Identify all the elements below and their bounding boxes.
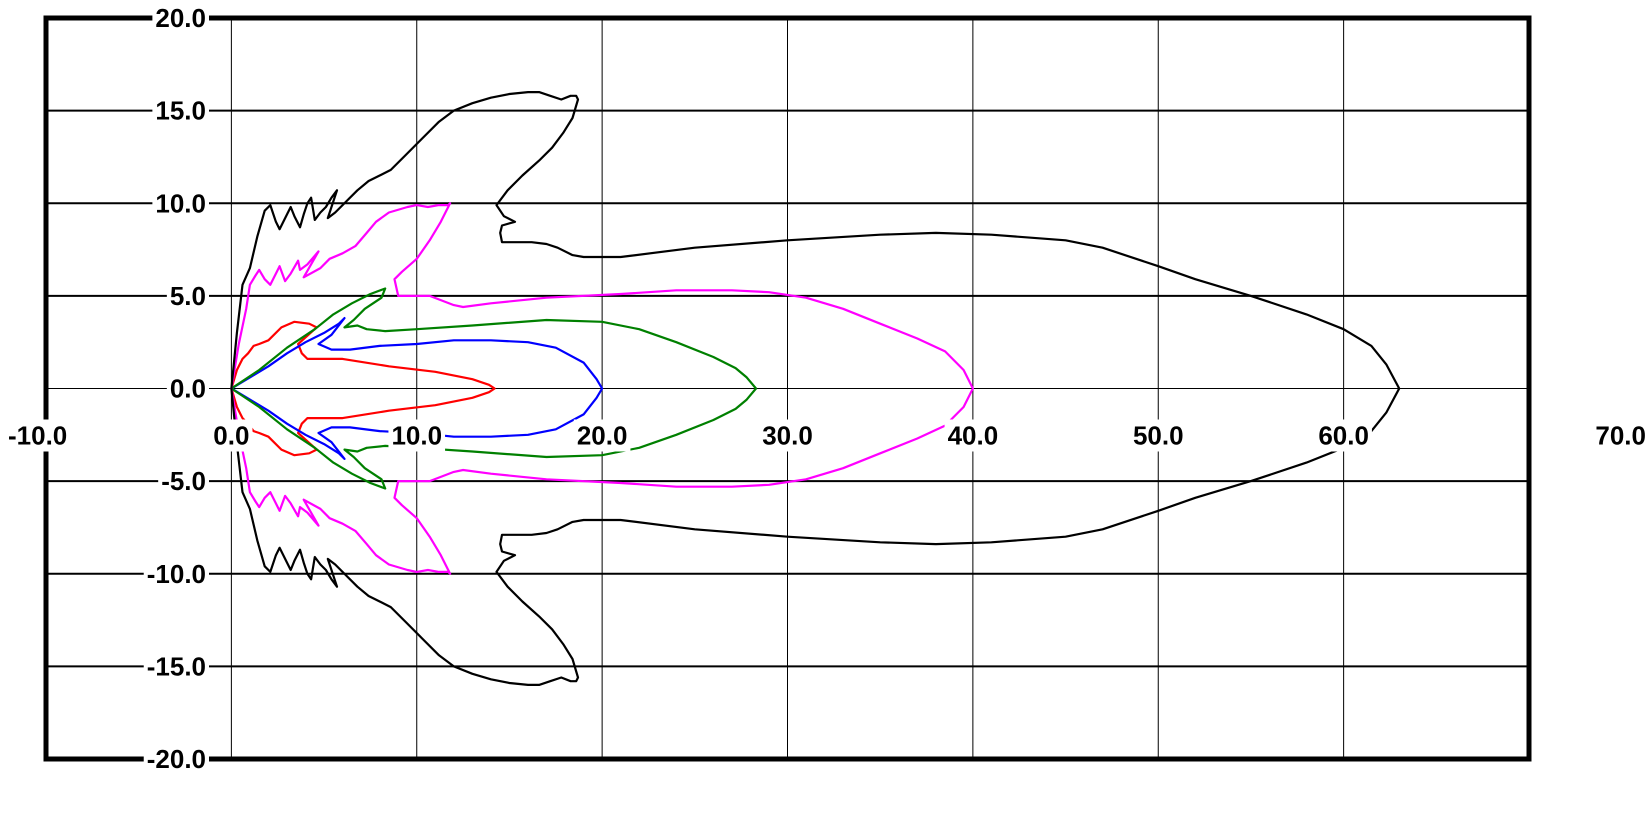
- x-tick-label-3: 20.0: [577, 421, 628, 451]
- y-tick-label-7: 15.0: [155, 96, 206, 126]
- x-tick-label-bg-5: [944, 419, 1002, 452]
- series-line-0: [230, 320, 496, 457]
- series-group: [230, 91, 1401, 686]
- x-tick-label-bg-8: [1592, 419, 1649, 452]
- x-tick-label-bg-2: [388, 419, 446, 452]
- y-tick-label-bg-6: [152, 187, 209, 220]
- y-tick-label-bg-1: [143, 650, 209, 683]
- tick-labels: -10.0 0.0 10.0 20.0 30.0 40.0 50.0 60.0 70.0 -20.…: [5, 2, 1649, 775]
- x-tick-label-6: 50.0: [1133, 421, 1184, 451]
- x-tick-label-bg-3: [573, 419, 631, 452]
- y-tick-label-6: 10.0: [155, 188, 206, 218]
- series-line-4: [230, 91, 1401, 686]
- y-tick-label-bg-5: [166, 279, 209, 312]
- y-tick-label-2: -10.0: [147, 559, 206, 589]
- x-tick-label-4: 30.0: [762, 421, 813, 451]
- y-tick-label-3: -5.0: [161, 466, 206, 496]
- y-tick-label-bg-8: [152, 2, 209, 34]
- x-tick-label-bg-4: [759, 419, 816, 452]
- x-tick-label-5: 40.0: [948, 421, 999, 451]
- series-line-3: [230, 202, 974, 575]
- y-tick-label-bg-0: [143, 743, 209, 775]
- y-tick-label-bg-3: [158, 465, 209, 498]
- x-tick-label-bg-6: [1129, 419, 1187, 452]
- y-tick-label-4: 0.0: [170, 374, 206, 404]
- y-tick-label-bg-4: [166, 372, 209, 405]
- y-tick-label-0: -20.0: [147, 744, 206, 774]
- x-tick-label-7: 60.0: [1318, 421, 1369, 451]
- plot-frame: [43, 15, 1532, 762]
- y-tick-label-1: -15.0: [147, 651, 206, 681]
- x-tick-label-2: 10.0: [391, 421, 442, 451]
- y-tick-label-bg-2: [143, 557, 209, 590]
- x-tick-label-bg-7: [1315, 419, 1372, 452]
- x-tick-label-8: 70.0: [1595, 421, 1646, 451]
- y-tick-label-8: 20.0: [155, 3, 206, 33]
- x-tick-label-1: 0.0: [213, 421, 249, 451]
- series-line-2: [230, 287, 758, 490]
- y-tick-label-5: 5.0: [170, 281, 206, 311]
- y-tick-label-bg-7: [152, 94, 209, 127]
- x-tick-label-bg-0: [5, 419, 71, 452]
- x-tick-label-bg-1: [210, 419, 253, 452]
- series-line-1: [230, 317, 604, 460]
- x-tick-label-0: -10.0: [8, 421, 67, 451]
- grid-lines: [46, 18, 1529, 759]
